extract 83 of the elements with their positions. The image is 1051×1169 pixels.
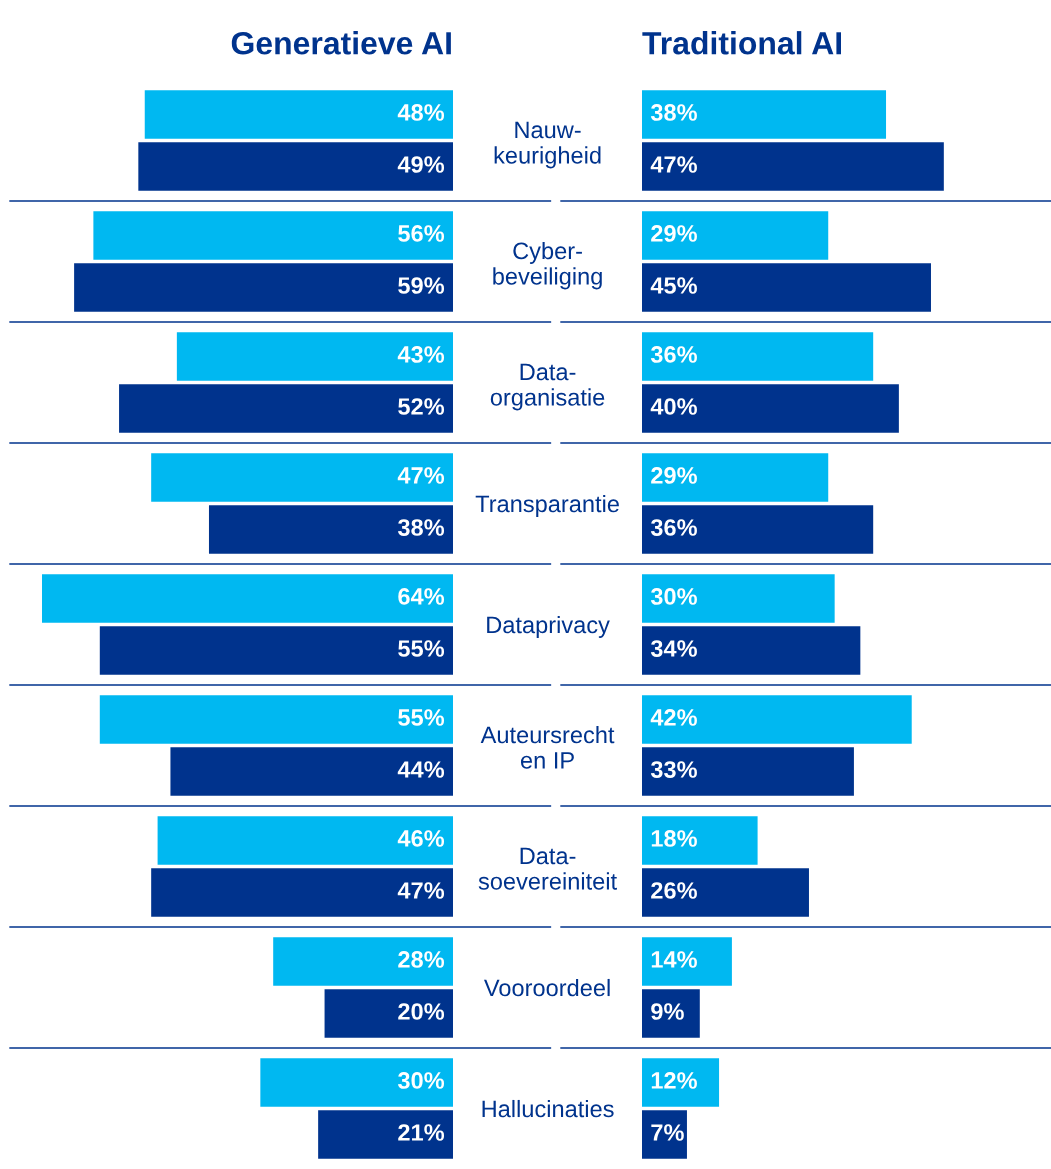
y-tick-label: Nauw- keurigheid (494, 121, 601, 169)
bar (170, 747, 453, 796)
y-tick-label: Transparantie (475, 494, 619, 517)
bar (642, 747, 854, 796)
data-label: 36% (650, 346, 697, 363)
chart-title: Generatieve AI (231, 31, 451, 55)
data-label: 42% (650, 709, 697, 726)
y-tick-label: Auteursrecht en IP (480, 725, 615, 769)
bar (151, 868, 453, 917)
data-label: 44% (397, 761, 445, 778)
data-label: 55% (398, 709, 445, 726)
data-label: 20% (398, 1003, 445, 1020)
y-tick-label: Data- soevereiniteit (478, 847, 617, 890)
data-label: 9% (651, 1003, 684, 1020)
data-label: 33% (650, 761, 697, 778)
bar (138, 142, 453, 191)
bar (144, 90, 453, 139)
bar (99, 695, 453, 744)
data-label: 45% (650, 277, 697, 294)
bar (642, 816, 758, 865)
bar (642, 505, 874, 554)
bar (324, 989, 453, 1038)
bar (74, 263, 453, 312)
bar (642, 90, 887, 139)
bar (642, 1110, 687, 1159)
data-label: 64% (398, 588, 445, 605)
bar (151, 453, 453, 502)
bar (99, 626, 453, 675)
data-label: 30% (397, 1072, 445, 1089)
data-label: 30% (650, 588, 697, 605)
y-tick-label: Cyber- beveiliging (493, 241, 602, 290)
data-label: 43% (397, 346, 445, 363)
bar (642, 626, 861, 675)
bar (93, 211, 453, 260)
data-label: 40% (650, 398, 697, 415)
bar (119, 384, 453, 433)
data-label: 56% (398, 225, 445, 242)
bar (642, 1058, 720, 1107)
bar (208, 505, 453, 554)
data-label: 29% (651, 225, 697, 242)
y-tick-label: Vooroordeel (483, 978, 610, 997)
bar (642, 695, 912, 744)
bar (642, 574, 835, 623)
data-label: 59% (398, 277, 445, 294)
y-tick-label: Data- organisatie (490, 363, 605, 411)
bar (642, 453, 829, 502)
bar (642, 868, 809, 917)
bar (642, 263, 931, 312)
bar (642, 989, 700, 1038)
data-label: 34% (650, 640, 697, 657)
data-label: 38% (397, 519, 445, 536)
bar (260, 1058, 453, 1107)
bar (642, 211, 829, 260)
bar (273, 937, 453, 986)
bar (42, 574, 453, 623)
data-label: 26% (651, 882, 697, 899)
data-label: 29% (651, 467, 697, 484)
data-label: 47% (650, 156, 697, 173)
data-label: 55% (398, 640, 445, 657)
data-label: 49% (397, 156, 445, 173)
data-label: 7% (651, 1124, 684, 1141)
data-label: 28% (398, 951, 445, 968)
bar (318, 1110, 453, 1159)
data-label: 14% (651, 951, 697, 968)
bar (176, 332, 453, 381)
data-label: 47% (397, 467, 445, 484)
y-tick-label: Dataprivacy (487, 615, 610, 638)
data-label: 52% (398, 398, 445, 415)
bar (642, 937, 732, 986)
data-label: 21% (398, 1124, 445, 1141)
bar (642, 142, 944, 191)
data-label: 47% (397, 882, 445, 899)
data-label: 36% (650, 519, 697, 536)
data-label: 12% (651, 1072, 697, 1089)
chart-title: Traditional AI (642, 31, 842, 55)
data-label: 48% (397, 104, 445, 121)
bar (642, 384, 899, 433)
data-label: 38% (650, 104, 697, 121)
bar (642, 332, 874, 381)
data-label: 46% (397, 830, 445, 847)
data-label: 18% (651, 830, 697, 847)
y-tick-label: Hallucinaties (482, 1099, 614, 1118)
bar (157, 816, 453, 865)
